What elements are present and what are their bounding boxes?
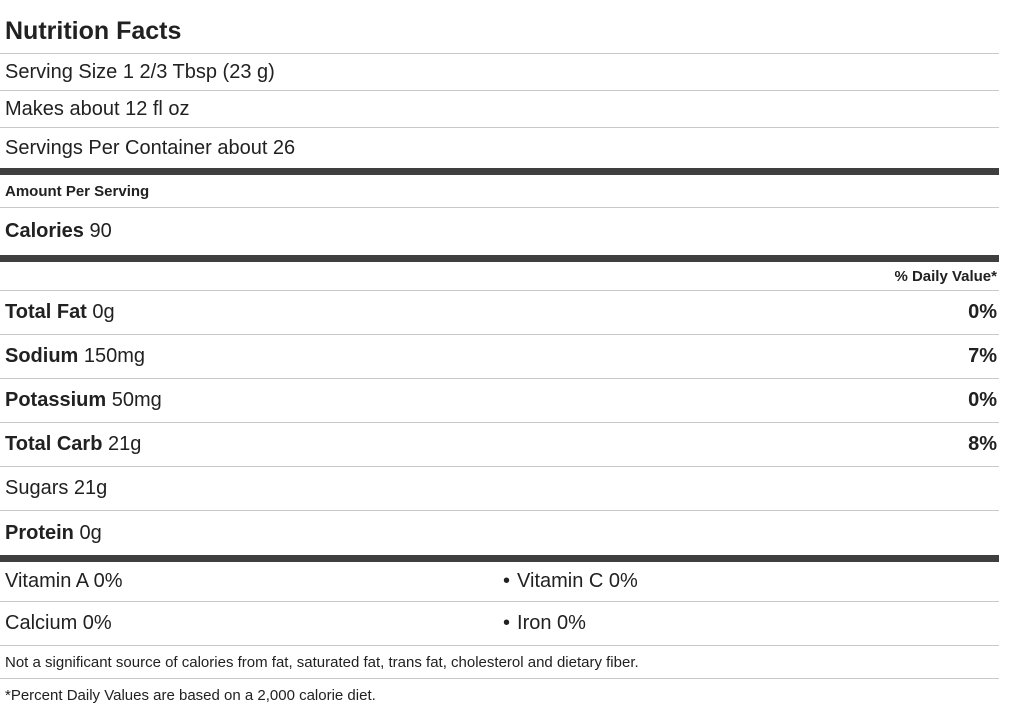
nutrient-row-protein: Protein 0g xyxy=(0,511,999,555)
micronutrient-row-vitamins: Vitamin A 0% • Vitamin C 0% xyxy=(0,562,999,602)
nutrient-amount: 50mg xyxy=(106,389,162,411)
nutrient-row-sugars: Sugars 21g xyxy=(0,467,999,511)
nutrient-amount: 0g xyxy=(86,301,115,323)
bullet-separator: • xyxy=(503,570,511,592)
amount-per-serving-heading: Amount Per Serving xyxy=(0,175,999,208)
nutrient-amount: 21g xyxy=(68,477,108,499)
nutrition-facts-label: Nutrition Facts Serving Size 1 2/3 Tbsp … xyxy=(0,0,999,704)
nutrient-name: Protein xyxy=(5,521,74,544)
daily-value-header: % Daily Value* xyxy=(0,262,999,291)
nutrient-daily-value: 0% xyxy=(968,389,997,411)
nutrient-row-potassium: Potassium 50mg 0% xyxy=(0,379,999,423)
nutrient-row-total-carb: Total Carb 21g 8% xyxy=(0,423,999,467)
section-divider-bar xyxy=(0,168,999,175)
calcium-value: Calcium 0% xyxy=(5,612,112,634)
nutrient-name: Total Fat xyxy=(5,301,87,323)
vitamin-a-value: Vitamin A 0% xyxy=(5,570,123,592)
insignificant-source-note: Not a significant source of calories fro… xyxy=(0,646,999,679)
serving-size-row: Serving Size 1 2/3 Tbsp (23 g) xyxy=(0,54,999,91)
servings-per-container-row: Servings Per Container about 26 xyxy=(5,136,296,159)
nutrient-name: Total Carb xyxy=(5,433,103,455)
makes-about-row: Makes about 12 fl oz xyxy=(0,91,999,128)
daily-value-footnote: *Percent Daily Values are based on a 2,0… xyxy=(5,686,376,704)
nutrient-name: Potassium xyxy=(5,389,107,411)
nutrient-amount: 150mg xyxy=(78,345,146,367)
vitamin-c-value: Vitamin C 0% xyxy=(517,570,638,592)
page-title: Nutrition Facts xyxy=(0,0,999,54)
nutrient-row-sodium: Sodium 150mg 7% xyxy=(0,335,999,379)
nutrient-name: Sodium xyxy=(5,345,79,367)
nutrient-amount: 0g xyxy=(73,521,102,544)
section-divider-bar xyxy=(0,555,999,562)
nutrient-name: Sugars xyxy=(5,477,69,499)
nutrient-daily-value: 0% xyxy=(968,301,997,323)
micronutrient-row-minerals: Calcium 0% • Iron 0% xyxy=(0,602,999,646)
nutrient-daily-value: 8% xyxy=(968,433,997,455)
nutrient-row-total-fat: Total Fat 0g 0% xyxy=(0,291,999,335)
calories-row: Calories 90 xyxy=(0,208,999,255)
section-divider-bar xyxy=(0,255,999,262)
nutrient-amount: 21g xyxy=(102,433,142,455)
calories-label: Calories xyxy=(5,220,84,242)
bullet-separator: • xyxy=(503,612,511,634)
nutrient-daily-value: 7% xyxy=(968,345,997,367)
iron-value: Iron 0% xyxy=(517,612,586,634)
calories-value: 90 xyxy=(83,220,112,242)
